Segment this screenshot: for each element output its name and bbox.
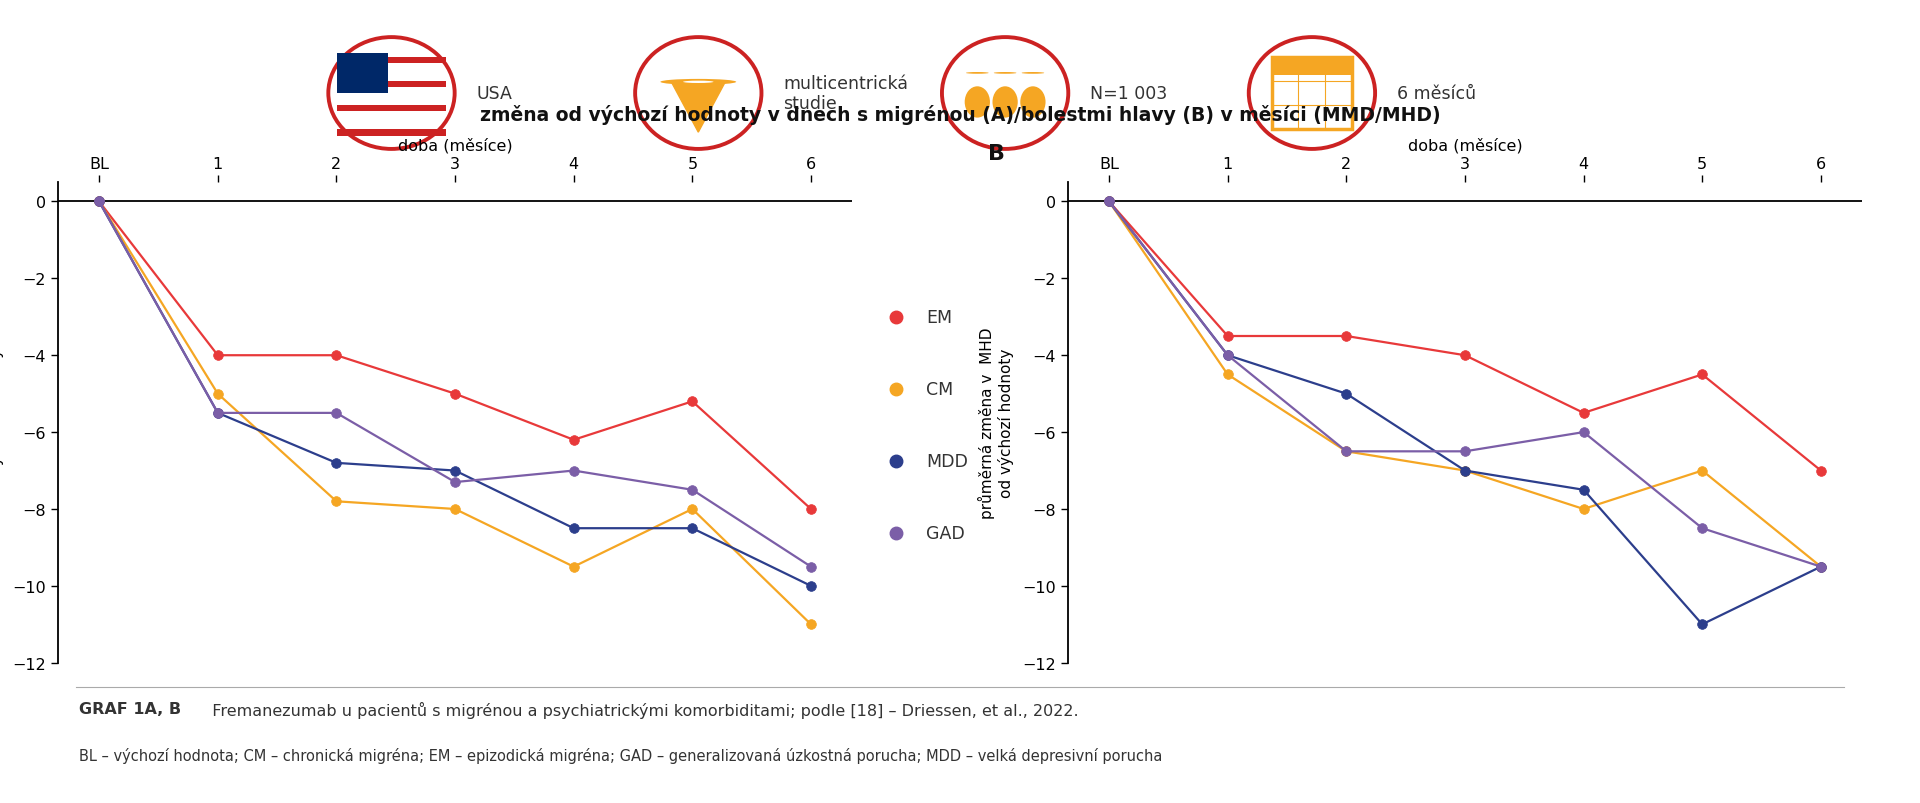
Text: multicentrická
studie: multicentrická studie	[783, 75, 908, 113]
X-axis label: doba (měsíce): doba (měsíce)	[1407, 137, 1523, 153]
Text: BL – výchozí hodnota; CM – chronická migréna; EM – epizodická migréna; GAD – gen: BL – výchozí hodnota; CM – chronická mig…	[79, 747, 1164, 763]
Circle shape	[1021, 73, 1044, 75]
FancyBboxPatch shape	[338, 106, 445, 112]
X-axis label: doba (měsíce): doba (měsíce)	[397, 137, 513, 153]
Text: N=1 003: N=1 003	[1091, 85, 1167, 103]
Ellipse shape	[336, 45, 447, 143]
Ellipse shape	[993, 88, 1018, 119]
FancyBboxPatch shape	[338, 54, 388, 94]
Text: GRAF 1A, B: GRAF 1A, B	[79, 701, 180, 716]
Ellipse shape	[1020, 88, 1046, 119]
Text: 6 měsíců: 6 měsíců	[1396, 85, 1476, 103]
FancyBboxPatch shape	[338, 82, 445, 88]
Text: CM: CM	[925, 381, 954, 398]
Polygon shape	[672, 84, 726, 133]
FancyBboxPatch shape	[1271, 58, 1352, 129]
Circle shape	[684, 82, 714, 84]
Circle shape	[966, 73, 989, 75]
Text: GAD: GAD	[925, 524, 966, 542]
Y-axis label: průměrná změna v  MHD
od výchozí hodnoty: průměrná změna v MHD od výchozí hodnoty	[977, 328, 1014, 519]
Ellipse shape	[964, 88, 991, 119]
Circle shape	[995, 73, 1016, 75]
FancyBboxPatch shape	[1271, 58, 1352, 76]
Text: EM: EM	[925, 308, 952, 326]
Text: Fremanezumab u pacientů s migrénou a psychiatrickými komorbiditami; podle [18] –: Fremanezumab u pacientů s migrénou a psy…	[202, 701, 1079, 718]
Text: USA: USA	[476, 85, 513, 103]
Text: B: B	[989, 144, 1004, 164]
Text: MDD: MDD	[925, 452, 968, 471]
Circle shape	[660, 79, 735, 86]
Y-axis label: průměrná změna v  MMD
od výchozí hodnoty: průměrná změna v MMD od výchozí hodnoty	[0, 327, 4, 520]
FancyBboxPatch shape	[338, 58, 445, 63]
FancyBboxPatch shape	[338, 130, 445, 137]
Text: změna od výchozí hodnoty v dnech s migrénou (A)/bolestmi hlavy (B) v měsíci (MMD: změna od výchozí hodnoty v dnech s migré…	[480, 104, 1440, 124]
